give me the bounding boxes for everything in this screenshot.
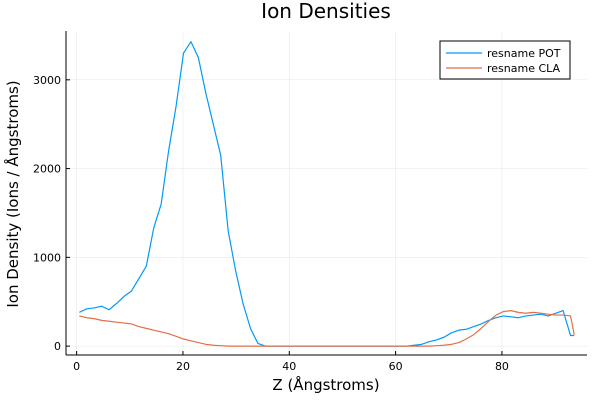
- y-tick-label: 2000: [33, 163, 61, 176]
- x-tick-label: 20: [176, 360, 190, 373]
- series-layer: [79, 41, 575, 347]
- legend-box: [439, 40, 571, 80]
- y-axis-label: Ion Density (Ions / Ångstroms): [3, 80, 22, 307]
- ticks-layer: 0 20 40 60 80 0 1000 2000 3000: [33, 74, 509, 373]
- y-tick-label: 1000: [33, 251, 61, 264]
- series-line-cla: [79, 310, 575, 347]
- axes-layer: [65, 31, 587, 356]
- x-tick-label: 40: [282, 360, 296, 373]
- legend-label-cla: resname CLA: [487, 62, 561, 75]
- x-tick-label: 80: [495, 360, 509, 373]
- x-axis-label: Z (Ångstroms): [272, 375, 379, 394]
- y-tick-label: 0: [54, 340, 61, 353]
- legend-label-pot: resname POT: [487, 47, 561, 60]
- y-tick-label: 3000: [33, 74, 61, 87]
- x-tick-label: 0: [73, 360, 80, 373]
- chart-title: Ion Densities: [261, 0, 391, 23]
- chart-legend: resname POT resname CLA: [439, 40, 571, 80]
- x-tick-label: 60: [389, 360, 403, 373]
